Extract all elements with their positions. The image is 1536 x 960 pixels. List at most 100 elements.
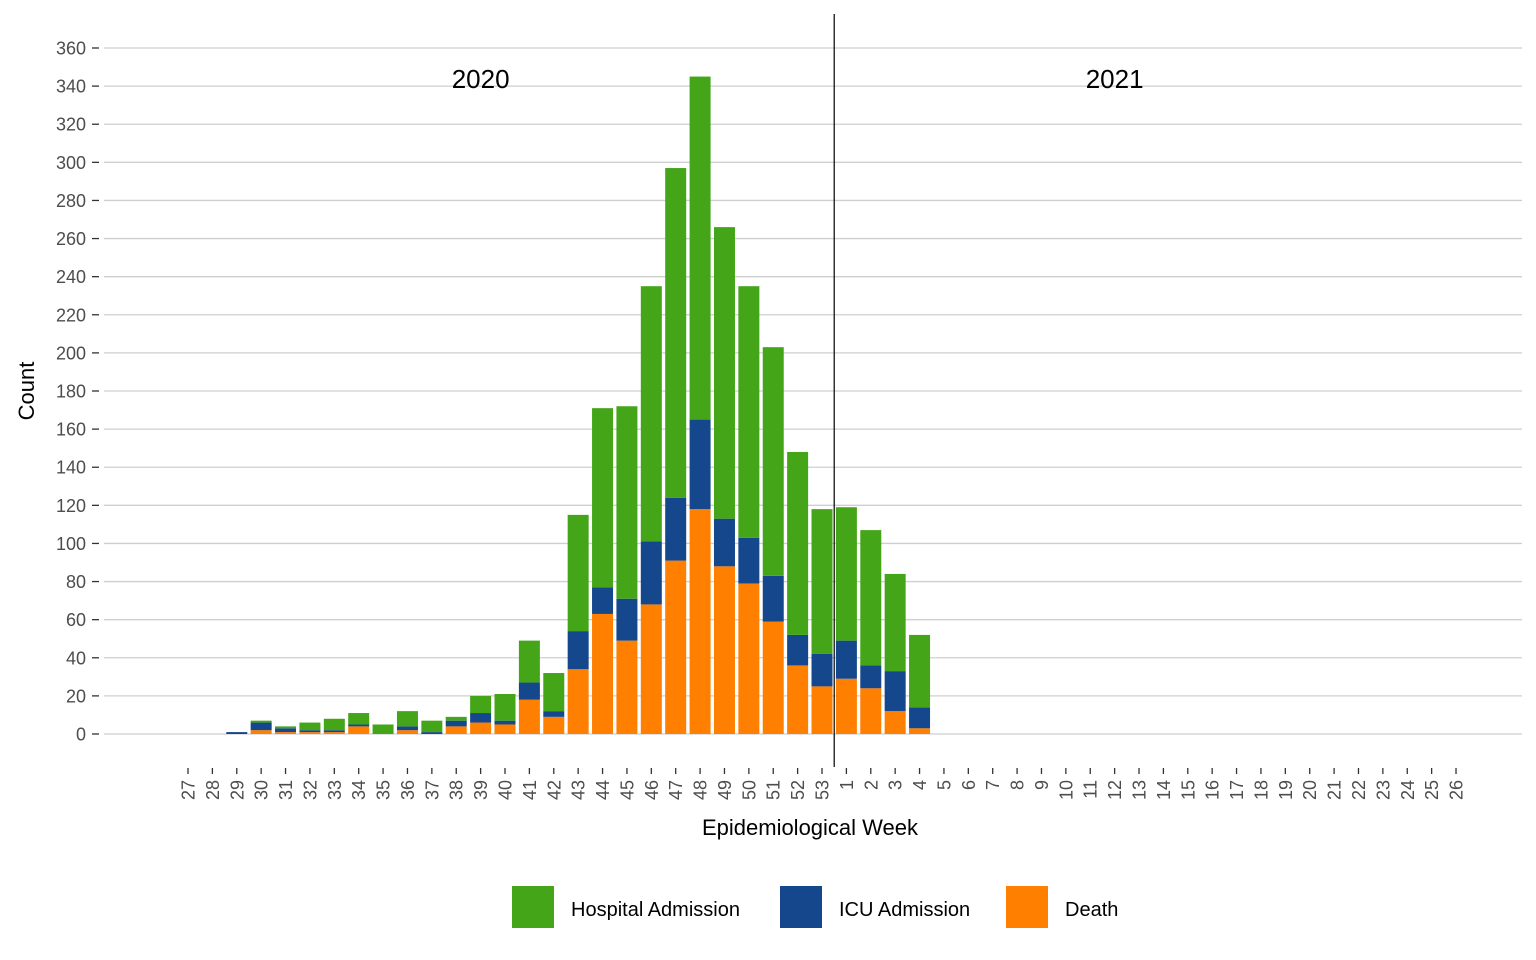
legend-swatch-icu-admission [780,886,822,928]
x-tick-label: 16 [1203,780,1223,800]
x-tick-label: 37 [422,780,442,800]
x-tick-label: 43 [569,780,589,800]
y-tick-label: 200 [56,343,86,363]
bar-icu-admission-week-4 [909,707,931,729]
bar-hospital-admission-week-53 [811,509,833,654]
bar-death-week-46 [640,604,662,734]
bar-hospital-admission-week-40 [494,693,516,721]
legend-swatch-hospital-admission [512,886,554,928]
x-tick-label: 49 [715,780,735,800]
legend: Hospital Admission ICU Admission Death [512,886,1118,928]
bar-death-week-47 [665,560,687,734]
x-tick-label: 44 [593,780,613,800]
bar-hospital-admission-week-45 [616,406,638,599]
x-tick-label: 53 [813,780,833,800]
x-tick-label: 2 [861,780,881,790]
bar-death-week-3 [884,711,906,734]
y-tick-label: 260 [56,229,86,249]
bar-icu-admission-week-36 [396,726,418,731]
bar-icu-admission-week-41 [518,682,540,700]
bar-death-week-38 [445,726,467,734]
x-tick-label: 46 [642,780,662,800]
bar-hospital-admission-week-51 [762,347,784,576]
year-labels: 2020 2021 [452,64,1144,94]
bar-icu-admission-week-33 [323,730,345,733]
bar-icu-admission-week-52 [787,634,809,666]
bar-hospital-admission-week-4 [909,634,931,708]
bar-hospital-admission-week-46 [640,286,662,542]
x-tick-label: 19 [1276,780,1296,800]
bar-hospital-admission-week-44 [592,408,614,588]
bar-hospital-admission-week-36 [396,711,418,727]
y-tick-label: 220 [56,305,86,325]
y-axis-title: Count [14,362,39,421]
x-tick-label: 18 [1251,780,1271,800]
bar-hospital-admission-week-42 [543,673,565,712]
x-tick-label: 47 [666,780,686,800]
y-tick-label: 320 [56,115,86,135]
bar-icu-admission-week-48 [689,419,711,510]
legend-swatch-death [1006,886,1048,928]
x-tick-label: 3 [886,780,906,790]
x-tick-label: 5 [934,780,954,790]
bar-death-week-34 [348,726,370,734]
bar-death-week-2 [860,688,882,734]
x-tick-label: 34 [349,780,369,800]
bar-hospital-admission-week-1 [835,507,857,641]
x-tick-label: 6 [959,780,979,790]
bar-icu-admission-week-31 [275,728,297,733]
x-tick-label: 36 [398,780,418,800]
year-label-2021: 2021 [1086,64,1144,94]
x-tick-label: 15 [1178,780,1198,800]
x-tick-label: 32 [300,780,320,800]
legend-label-death: Death [1065,899,1118,921]
x-tick-label: 51 [764,780,784,800]
x-axis-ticks: 27 28 29 30 31 32 33 34 35 36 37 38 39 40 41 42 43 44 45 46… [179,768,1467,800]
x-tick-label: 38 [447,780,467,800]
x-tick-label: 1 [837,780,857,790]
bar-hospital-admission-week-39 [470,695,492,714]
bar-icu-admission-week-49 [713,518,735,567]
bar-death-week-41 [518,699,540,734]
bar-hospital-admission-week-38 [445,716,467,721]
x-tick-label: 23 [1373,780,1393,800]
bar-hospital-admission-week-47 [665,168,687,498]
bar-hospital-admission-week-52 [787,451,809,635]
x-tick-label: 27 [179,780,199,800]
x-tick-label: 10 [1056,780,1076,800]
bar-icu-admission-week-44 [592,587,614,614]
x-tick-label: 24 [1398,780,1418,800]
bar-icu-admission-week-3 [884,671,906,712]
bar-icu-admission-week-45 [616,598,638,641]
x-tick-label: 17 [1227,780,1247,800]
x-tick-label: 13 [1130,780,1150,800]
y-tick-label: 20 [66,686,86,706]
x-tick-label: 41 [520,780,540,800]
bar-hospital-admission-week-30 [250,720,272,723]
bar-icu-admission-week-42 [543,711,565,717]
bar-death-week-43 [567,669,589,734]
y-tick-label: 300 [56,153,86,173]
bar-death-week-32 [299,732,321,734]
x-tick-label: 11 [1081,780,1101,799]
bar-death-week-49 [713,566,735,734]
x-tick-label: 22 [1349,780,1369,800]
x-tick-label: 33 [325,780,345,800]
y-tick-label: 0 [76,725,86,745]
bar-death-week-53 [811,686,833,734]
bar-icu-admission-week-2 [860,665,882,689]
x-tick-label: 45 [617,780,637,800]
x-tick-label: 31 [276,780,296,800]
bar-death-week-51 [762,621,784,734]
bar-death-week-45 [616,640,638,734]
bar-death-week-30 [250,730,272,734]
x-tick-label: 12 [1105,780,1125,800]
bar-icu-admission-week-30 [250,722,272,731]
x-tick-label: 4 [910,780,930,790]
x-tick-label: 50 [739,780,759,800]
bar-icu-admission-week-29 [226,732,248,734]
bar-death-week-31 [275,732,297,734]
y-tick-label: 340 [56,77,86,97]
y-tick-label: 160 [56,420,86,440]
